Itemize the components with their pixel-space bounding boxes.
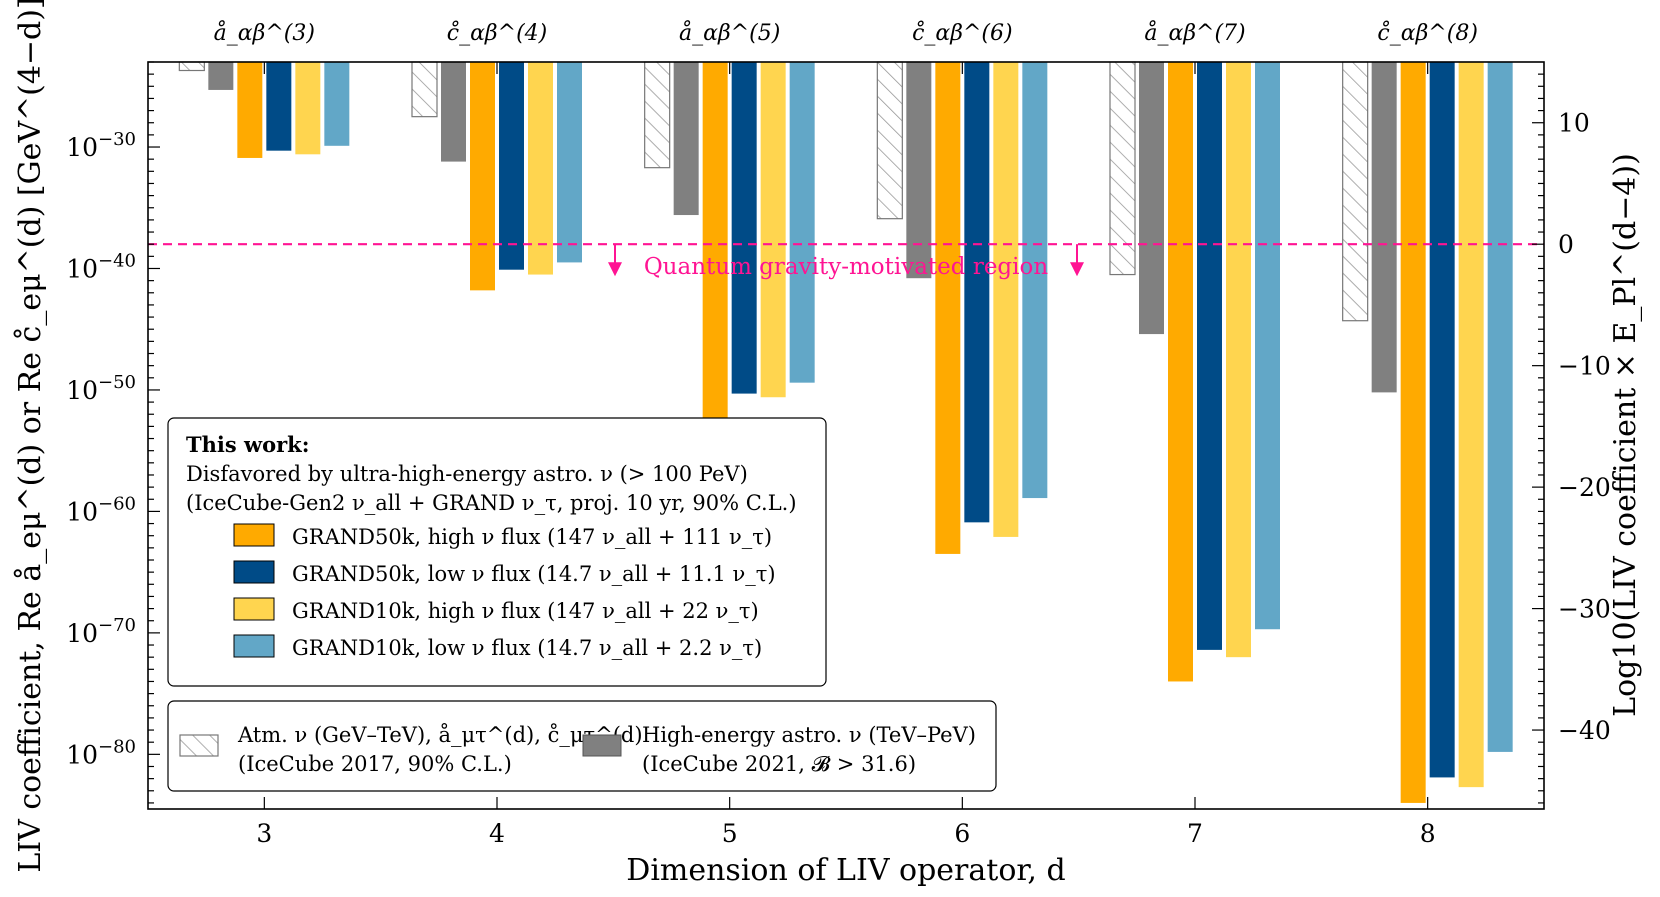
bar-3-d7 <box>1168 62 1193 682</box>
legend-bottom: Atm. ν (GeV–TeV), å_μτ^(d), c̊_μτ^(d) (I… <box>167 700 997 792</box>
x-tick-label-8: 8 <box>1420 819 1436 848</box>
y-tick-label-right-2: −10 <box>1558 352 1611 381</box>
legend-swatch-2 <box>233 560 275 584</box>
bar-2-d5 <box>673 62 699 216</box>
top-label-6: c̊_αβ^(6) <box>912 19 1013 46</box>
legend-swatch-atm <box>179 734 219 757</box>
bar-6-d4 <box>557 62 582 263</box>
legend-item-3: GRAND10k, high ν flux (147 ν_all + 22 ν_… <box>292 599 759 623</box>
y-tick-label-right-5: −40 <box>1558 716 1611 745</box>
threshold-label: Quantum gravity-motivated region <box>644 254 1049 280</box>
threshold-arrow-1 <box>608 244 622 277</box>
bar-5-d6 <box>993 62 1019 537</box>
legend-main-box <box>167 417 827 687</box>
plot-frame <box>147 61 1545 810</box>
bar-5-d5 <box>760 62 786 398</box>
y-axis-title-left: LIV coefficient, Re å_eμ^(d) or Re c̊_eμ… <box>13 0 48 873</box>
bar-1-d3 <box>178 61 205 72</box>
bar-4-d5 <box>731 62 757 394</box>
legend-he-line2: (IceCube 2021, 𝓑 > 31.6) <box>642 752 916 776</box>
legend-swatch-he <box>582 734 622 757</box>
y-tick-label-right-3: −20 <box>1558 473 1611 502</box>
x-tick-label-5: 5 <box>722 819 738 848</box>
bar-6-d5 <box>789 62 815 383</box>
top-label-5: å_αβ^(5) <box>679 19 780 46</box>
y-tick-label-right-1: 0 <box>1558 230 1574 259</box>
y-tick-label-left-5: 10−80 <box>66 736 136 769</box>
bar-2-d8 <box>1371 62 1397 393</box>
legend-main-line1: Disfavored by ultra-high-energy astro. ν… <box>186 462 748 486</box>
bar-4-d8 <box>1429 62 1455 778</box>
legend-bottom-box <box>167 700 997 792</box>
y-tick-label-left-2: 10−50 <box>66 372 136 405</box>
y-tick-label-right-4: −30 <box>1558 595 1611 624</box>
bar-1-d5 <box>644 61 671 169</box>
legend-swatch-3 <box>233 597 275 621</box>
bar-3-d4 <box>470 62 495 291</box>
legend-swatch-1 <box>233 523 275 547</box>
y-axis-title-right: Log10(LIV coefficient × E_Pl^(d−4)) <box>1608 153 1643 717</box>
bar-5-d8 <box>1458 62 1484 788</box>
y-tick-label-left-4: 10−70 <box>66 615 136 648</box>
legend-main-title: This work: <box>186 432 309 457</box>
bar-4-d6 <box>964 62 990 523</box>
bar-2-d6 <box>906 62 932 279</box>
labels-layer: 10−30 10−40 10−50 10−60 10−70 10−80 10 0 −10 −20 −… <box>66 19 1611 848</box>
legend-atm-line1: Atm. ν (GeV–TeV), å_μτ^(d), c̊_μτ^(d) <box>237 723 643 747</box>
bar-4-d7 <box>1197 62 1222 650</box>
y-tick-label-right-0: 10 <box>1558 109 1590 138</box>
bar-4-d3 <box>266 62 292 151</box>
legend-main-items: GRAND50k, high ν flux (147 ν_all + 111 ν… <box>233 523 776 660</box>
bar-6-d6 <box>1022 62 1048 499</box>
legend-item-2: GRAND50k, low ν flux (14.7 ν_all + 11.1 … <box>292 562 776 586</box>
bar-5-d3 <box>295 62 321 155</box>
bar-2-d7 <box>1139 62 1164 335</box>
y-tick-label-left-0: 10−30 <box>66 129 136 162</box>
top-label-4: c̊_αβ^(4) <box>447 19 548 46</box>
y-tick-label-left-3: 10−60 <box>66 493 136 526</box>
top-label-7: å_αβ^(7) <box>1144 19 1245 46</box>
bar-3-d5 <box>702 62 728 424</box>
threshold-layer: Quantum gravity-motivated region <box>148 243 1544 280</box>
bar-2-d3 <box>208 62 234 90</box>
bar-5-d4 <box>528 62 553 275</box>
bar-4-d4 <box>499 62 524 270</box>
legend-item-1: GRAND50k, high ν flux (147 ν_all + 111 ν… <box>292 525 772 549</box>
x-tick-label-7: 7 <box>1187 819 1203 848</box>
top-label-3: å_αβ^(3) <box>214 19 315 46</box>
bar-1-d4 <box>411 61 438 118</box>
x-tick-label-3: 3 <box>256 819 272 848</box>
bar-3-d3 <box>237 62 263 158</box>
bar-6-d8 <box>1487 62 1513 752</box>
legend-swatch-4 <box>233 634 275 658</box>
bar-3-d8 <box>1400 62 1426 803</box>
bar-1-d7 <box>1109 61 1136 276</box>
bar-2-d4 <box>441 62 466 162</box>
x-axis-title: Dimension of LIV operator, d <box>626 853 1065 888</box>
bar-6-d7 <box>1255 62 1280 630</box>
bar-1-d6 <box>876 61 903 220</box>
bar-1-d8 <box>1342 61 1369 322</box>
legend-he-line1: High-energy astro. ν (TeV–PeV) <box>642 723 976 747</box>
top-label-8: c̊_αβ^(8) <box>1377 19 1478 46</box>
legend-main-line2: (IceCube-Gen2 ν_all + GRAND ν_τ, proj. 1… <box>186 491 797 515</box>
bar-6-d3 <box>324 62 350 146</box>
legend-main: This work: Disfavored by ultra-high-ener… <box>167 417 827 687</box>
ticks-layer <box>148 61 1544 809</box>
bar-3-d6 <box>935 62 961 554</box>
y-tick-label-left-1: 10−40 <box>66 250 136 283</box>
x-tick-label-4: 4 <box>489 819 505 848</box>
threshold-arrow-2 <box>1070 244 1084 277</box>
legend-atm-line2: (IceCube 2017, 90% C.L.) <box>238 752 512 776</box>
bar-5-d7 <box>1226 62 1251 658</box>
legend-item-4: GRAND10k, low ν flux (14.7 ν_all + 2.2 ν… <box>292 636 762 660</box>
x-tick-label-6: 6 <box>954 819 970 848</box>
